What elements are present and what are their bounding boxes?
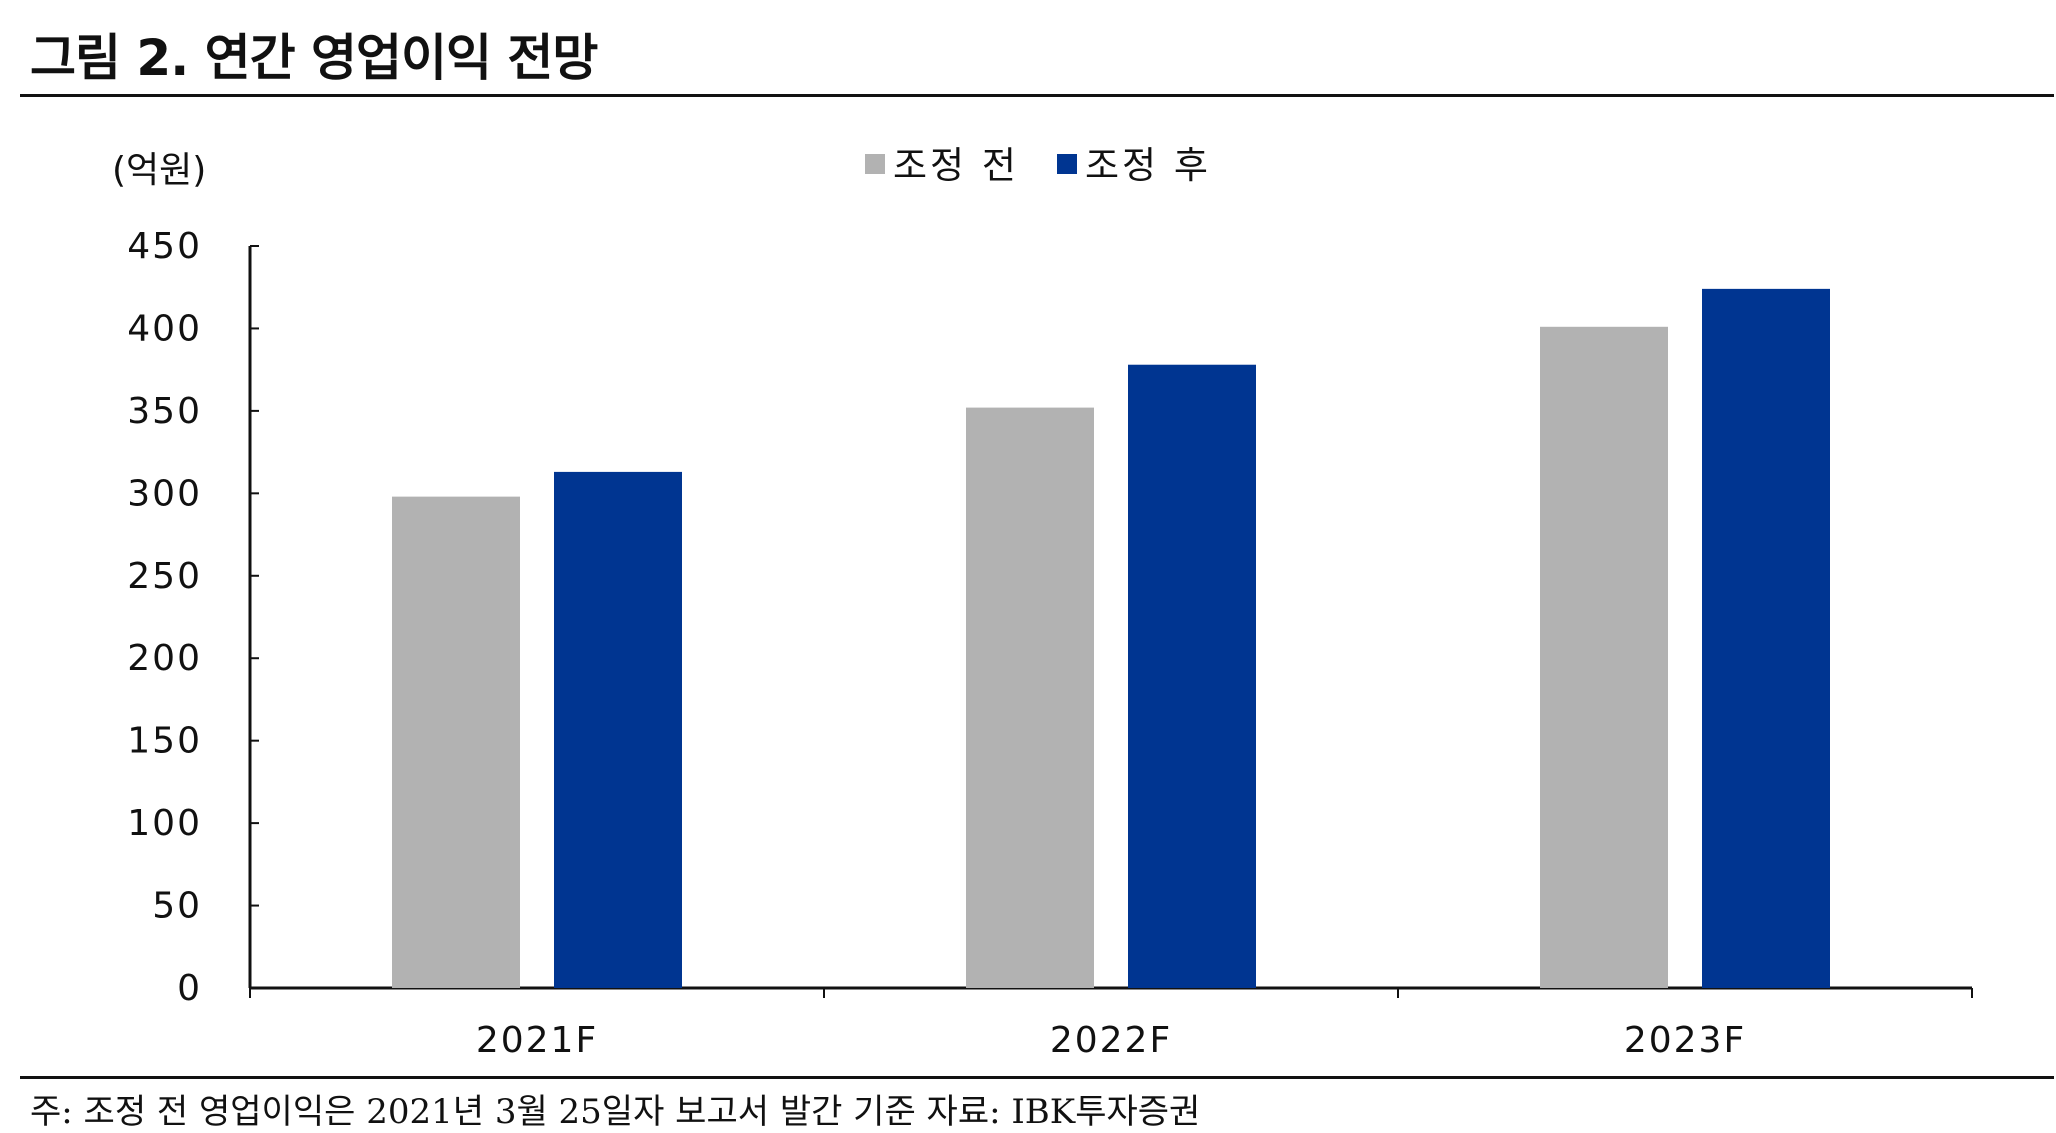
bar-after-2023F [1702,288,1830,989]
x-tick-label: 2022F [1050,1020,1172,1061]
y-tick-label: 100 [127,803,202,844]
y-tick-label: 150 [127,721,202,762]
figure-title: 그림 2. 연간 영업이익 전망 [30,29,598,87]
bar-before-2021F [392,496,520,988]
legend-label-after: 조정 후 [1085,144,1211,187]
y-tick-label: 400 [127,308,202,349]
y-axis-unit-label: (억원) [112,150,206,191]
y-tick-label: 200 [127,638,202,679]
bar-after-2021F [554,471,682,988]
footnote-divider [20,1076,2054,1079]
bar-after-2022F [1128,364,1256,989]
x-tick-label: 2021F [476,1020,598,1061]
y-tick-label: 0 [177,968,202,1009]
chart: 0 50 100 150 200 250 300 350 400 450 2021F 2022F 202… [112,144,1973,1061]
y-tick-label: 450 [127,226,202,267]
legend-swatch-before [865,154,885,174]
bar-before-2023F [1540,326,1668,989]
legend-swatch-after [1057,154,1077,174]
legend-label-before: 조정 전 [893,144,1019,187]
y-tick-label: 350 [127,391,202,432]
footnote: 주: 조정 전 영업이익은 2021년 3월 25일자 보고서 발간 기준 자료… [30,1092,1201,1132]
x-tick-label: 2023F [1624,1020,1746,1061]
y-tick-label: 300 [127,473,202,514]
bar-before-2022F [966,407,1094,988]
y-tick-label: 250 [127,556,202,597]
title-divider [20,94,2054,97]
y-tick-label: 50 [152,886,202,927]
